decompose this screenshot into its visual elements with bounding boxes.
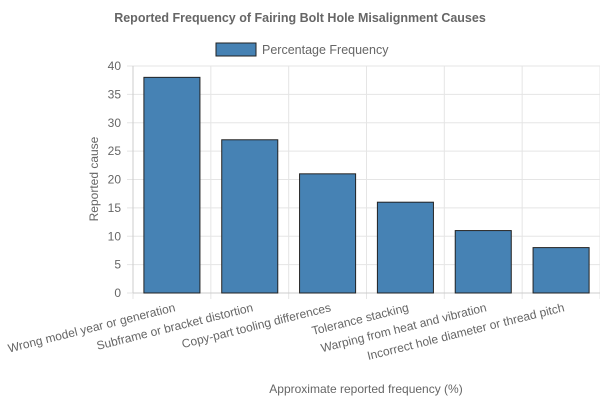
x-axis-label: Approximate reported frequency (%) [269, 382, 462, 396]
y-tick-label: 10 [108, 229, 122, 243]
bar [376, 201, 434, 294]
y-tick-label: 15 [108, 201, 122, 215]
y-tick-label: 5 [114, 258, 121, 272]
bar [143, 76, 201, 294]
gridlines [127, 65, 600, 299]
bar [221, 139, 279, 294]
bars [143, 76, 590, 294]
y-tick-label: 0 [114, 286, 121, 300]
y-tick-label: 40 [108, 59, 122, 73]
y-tick-label: 25 [108, 144, 122, 158]
y-tick-label: 30 [108, 116, 122, 130]
bar [454, 230, 512, 294]
y-tick-label: 20 [108, 173, 122, 187]
legend-label: Percentage Frequency [262, 43, 389, 57]
y-axis-ticks: 0 5 10 15 20 25 30 35 40 [108, 59, 122, 300]
chart-title: Reported Frequency of Fairing Bolt Hole … [114, 11, 486, 25]
y-axis-label: Reported cause [87, 136, 101, 221]
bar [532, 247, 590, 294]
legend-swatch [215, 42, 257, 57]
legend: Percentage Frequency [215, 42, 389, 57]
bar [299, 173, 357, 294]
y-tick-label: 35 [108, 87, 122, 101]
